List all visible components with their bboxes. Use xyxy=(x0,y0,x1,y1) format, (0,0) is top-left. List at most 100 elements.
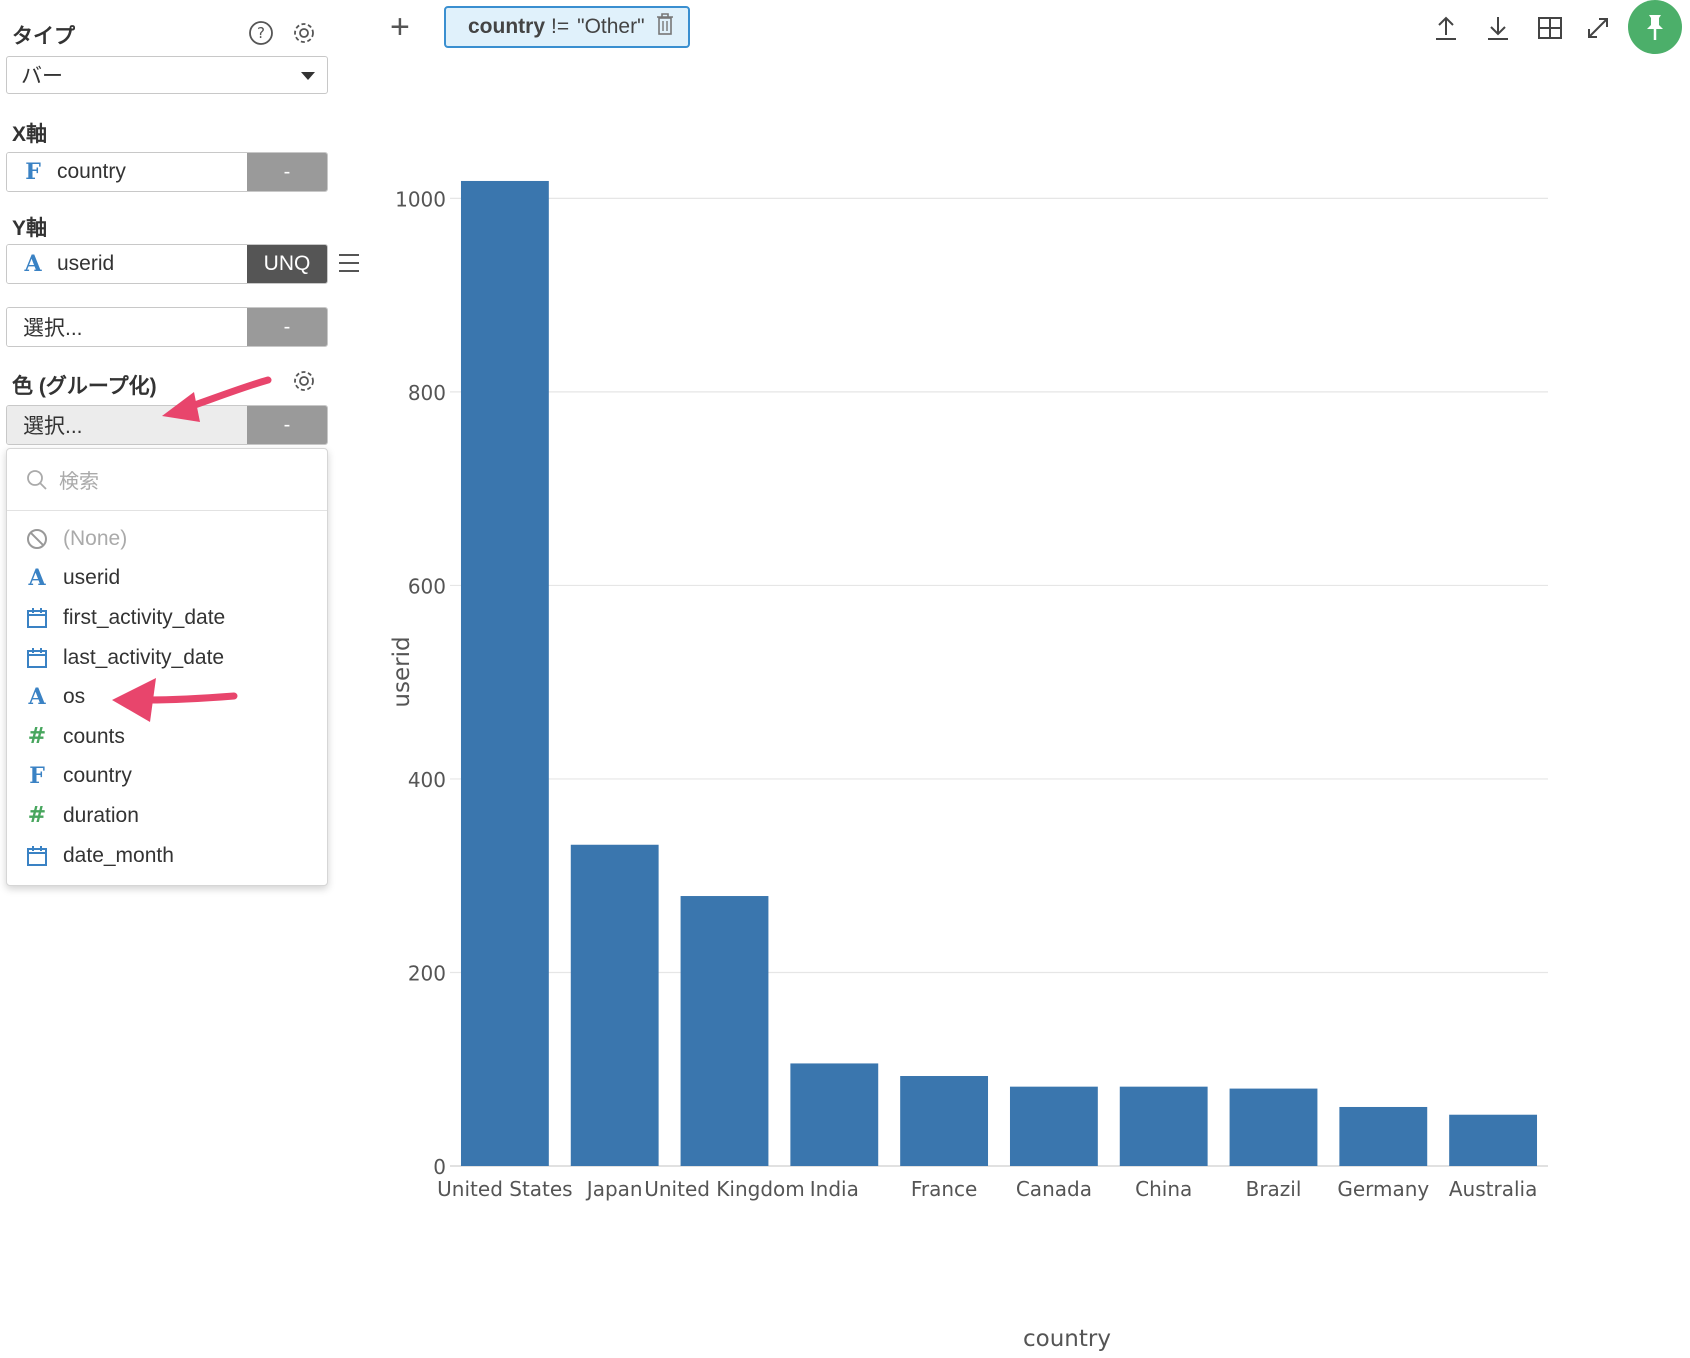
x-axis-agg-button[interactable]: - xyxy=(247,153,327,191)
y-tick-label: 1000 xyxy=(395,187,446,211)
dropdown-item-label: date_month xyxy=(63,843,174,867)
y-tick-label: 0 xyxy=(433,1155,446,1179)
y-axis-second-name[interactable]: 選択... xyxy=(7,308,247,346)
filter-chip[interactable]: country != "Other" xyxy=(444,6,690,48)
color-group-select[interactable]: 選択... xyxy=(7,406,247,444)
table-icon[interactable] xyxy=(1534,12,1566,44)
search-icon xyxy=(27,469,47,490)
dropdown-item-country[interactable]: F country xyxy=(7,757,327,797)
menu-icon[interactable] xyxy=(334,248,364,278)
search-placeholder: 検索 xyxy=(59,471,99,493)
none-icon xyxy=(25,527,49,551)
bar[interactable] xyxy=(1339,1106,1428,1166)
x-axis-field-name[interactable]: F country xyxy=(7,153,247,191)
expand-icon[interactable] xyxy=(1582,12,1614,44)
bar[interactable] xyxy=(1449,1114,1538,1166)
dropdown-item-last-activity-date[interactable]: last_activity_date xyxy=(7,638,327,678)
dropdown-item-os[interactable]: A os xyxy=(7,677,327,717)
dropdown-item-first-activity-date[interactable]: first_activity_date xyxy=(7,598,327,638)
bar[interactable] xyxy=(570,844,659,1166)
dropdown-item-label: (None) xyxy=(63,526,128,550)
color-group-field[interactable]: 選択... - xyxy=(6,405,328,445)
svg-text:?: ? xyxy=(257,24,265,42)
download-icon[interactable] xyxy=(1482,12,1514,44)
dropdown-item-label: userid xyxy=(63,566,121,590)
x-tick-label: Canada xyxy=(1016,1177,1092,1201)
y-axis-field[interactable]: A userid UNQ xyxy=(6,244,328,284)
y-tick-label: 400 xyxy=(408,768,446,792)
filter-operator: != xyxy=(551,15,570,38)
calendar-icon xyxy=(25,844,49,868)
x-tick-label: France xyxy=(911,1177,978,1201)
bar-chart: 0 200 400 600 800 1000 United States Japan Unit… xyxy=(389,180,1548,1352)
factor-type-icon: F xyxy=(25,159,41,185)
y-axis-second-field[interactable]: 選択... - xyxy=(6,307,328,347)
calendar-icon xyxy=(25,646,49,670)
type-label: タイプ xyxy=(12,25,75,48)
dropdown-item-userid[interactable]: A userid xyxy=(7,559,327,599)
dropdown-item-label: first_activity_date xyxy=(63,605,226,629)
dropdown-item-label: duration xyxy=(63,803,139,827)
bar[interactable] xyxy=(460,180,549,1166)
text-type-icon: A xyxy=(28,565,46,592)
x-axis-field-label: country xyxy=(57,160,126,183)
bar[interactable] xyxy=(900,1076,989,1166)
dropdown-item-label: last_activity_date xyxy=(63,645,225,669)
x-tick-label: United Kingdom xyxy=(644,1177,805,1201)
color-group-agg-button[interactable]: - xyxy=(247,406,327,444)
chart-type-value: バー xyxy=(21,65,63,88)
factor-type-icon: F xyxy=(29,763,45,790)
y-axis-second-agg-button[interactable]: - xyxy=(247,308,327,346)
y-axis-label: Y軸 xyxy=(12,217,48,240)
y-axis-field-name[interactable]: A userid xyxy=(7,245,247,283)
calendar-icon xyxy=(25,606,49,630)
gear-icon[interactable] xyxy=(289,366,319,396)
bar[interactable] xyxy=(680,896,769,1166)
y-axis-agg-button[interactable]: UNQ xyxy=(247,245,327,283)
bar[interactable] xyxy=(1119,1086,1208,1166)
filter-field: country xyxy=(468,15,546,38)
text-type-icon: A xyxy=(24,251,42,277)
x-axis-field[interactable]: F country - xyxy=(6,152,328,192)
pin-icon xyxy=(1647,15,1663,40)
x-tick-label: Brazil xyxy=(1246,1177,1302,1201)
upload-icon[interactable] xyxy=(1430,12,1462,44)
dropdown-item-duration[interactable]: # duration xyxy=(7,796,327,836)
x-axis-ticks: United States Japan United Kingdom India Fra… xyxy=(437,1177,1537,1201)
x-tick-label: United States xyxy=(437,1177,572,1201)
dropdown-item-counts[interactable]: # counts xyxy=(7,717,327,757)
x-tick-label: Australia xyxy=(1449,1177,1537,1201)
bar[interactable] xyxy=(790,1063,879,1166)
x-tick-label: Germany xyxy=(1337,1177,1429,1201)
number-type-icon: # xyxy=(27,724,47,750)
y-axis-ticks: 0 200 400 600 800 1000 xyxy=(395,187,446,1179)
help-icon[interactable]: ? xyxy=(246,18,276,48)
dropdown-item-label: counts xyxy=(63,724,125,748)
column-dropdown: 検索 (None) A userid first_activity_date l… xyxy=(6,448,328,886)
color-group-label: 色 (グループ化) xyxy=(12,375,157,398)
settings-panel: タイプ ? バー X軸 F country - Y軸 A userid UNQ … xyxy=(0,0,380,1358)
gear-icon[interactable] xyxy=(289,18,319,48)
x-axis-title: country xyxy=(1023,1326,1111,1352)
chart-bars xyxy=(460,180,1538,1166)
number-type-icon: # xyxy=(27,803,47,829)
text-type-icon: A xyxy=(28,684,46,711)
pin-button[interactable] xyxy=(1628,0,1682,54)
dropdown-item-label: os xyxy=(63,685,86,709)
x-axis-label: X軸 xyxy=(12,123,48,146)
dropdown-item-date-month[interactable]: date_month xyxy=(7,836,327,876)
dropdown-search[interactable]: 検索 xyxy=(7,449,327,511)
y-axis-title: userid xyxy=(389,636,415,707)
x-tick-label: China xyxy=(1135,1177,1192,1201)
bar[interactable] xyxy=(1229,1088,1318,1166)
bar[interactable] xyxy=(1009,1086,1098,1166)
dropdown-item-none[interactable]: (None) xyxy=(7,519,327,559)
dropdown-item-label: country xyxy=(63,764,132,788)
chart-type-select[interactable]: バー xyxy=(6,56,328,94)
chevron-down-icon xyxy=(301,72,315,80)
y-tick-label: 600 xyxy=(408,574,446,598)
y-axis-field-label: userid xyxy=(57,252,115,275)
add-filter-button[interactable]: + xyxy=(390,8,410,46)
dropdown-list: (None) A userid first_activity_date last… xyxy=(7,511,327,875)
trash-icon[interactable] xyxy=(655,12,675,42)
